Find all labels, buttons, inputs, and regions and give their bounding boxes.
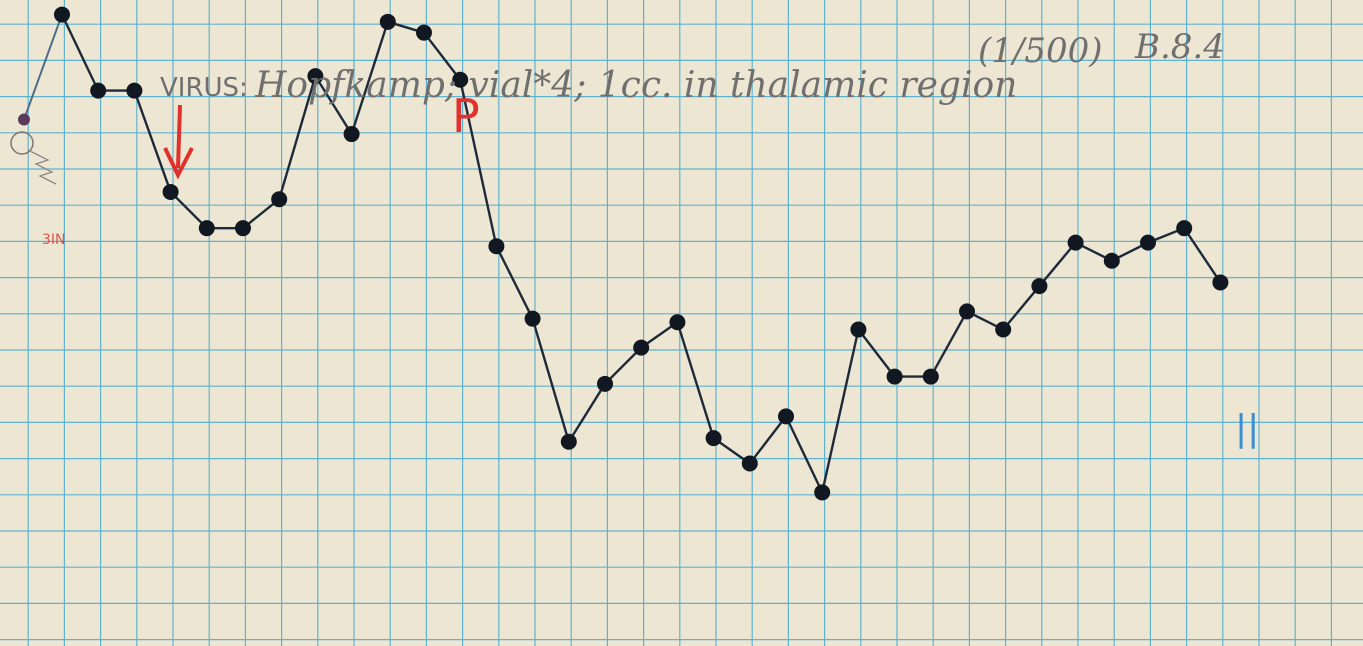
data-point [959,303,975,320]
data-point [995,321,1012,338]
data-point [524,310,541,327]
data-point [379,13,396,30]
data-point [271,191,288,208]
data-point [633,339,650,356]
data-series [18,6,1229,501]
data-point [452,71,469,88]
data-point [886,368,903,385]
data-point [669,314,686,331]
data-point [922,368,939,385]
p-mark: P [452,89,480,143]
data-point [705,430,722,447]
data-point [778,408,794,425]
data-point [1212,274,1229,291]
scribble-mark [10,131,57,185]
dilution-note: (1/500) [978,31,1103,71]
data-point [307,68,324,85]
data-point [235,220,251,237]
data-point [597,375,613,392]
date-note: B.8.4 [1134,27,1225,67]
data-point [1067,234,1084,251]
end-mark: || [1235,408,1259,449]
data-point [1140,234,1156,251]
data-point [162,183,179,200]
data-point [1176,220,1193,237]
data-point [814,484,831,501]
data-point [488,238,505,255]
start-point [18,113,30,126]
red-arrow-icon [163,104,194,180]
data-point [741,455,758,472]
data-point [560,433,577,450]
small-note: 3IN [42,232,66,248]
virus-text: Hopfkamp; vial*4; 1cc. in thalamic regio… [254,65,1017,106]
data-point [416,24,432,41]
data-point [1103,252,1120,269]
data-point [54,6,70,23]
start-branch-line [23,14,63,120]
virus-label: VIRUS: [160,73,248,103]
data-point [343,126,360,143]
data-point [1031,278,1048,295]
data-point [90,82,107,99]
data-point [198,220,215,237]
data-point [850,321,867,338]
data-point [126,82,143,99]
